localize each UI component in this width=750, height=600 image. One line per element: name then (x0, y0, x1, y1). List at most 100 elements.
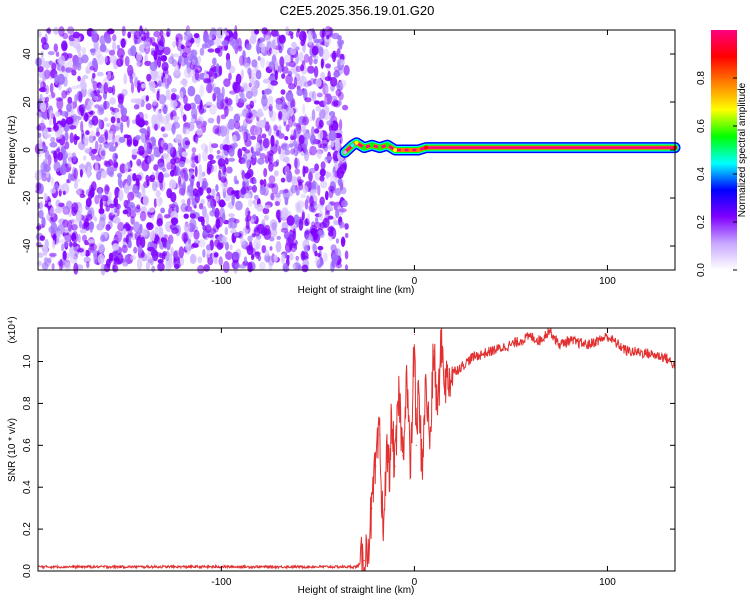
spectrogram-cell (307, 213, 311, 223)
spectrogram-cell (334, 140, 341, 151)
spectrogram-cell (54, 73, 59, 86)
spectrogram-cell (302, 185, 309, 194)
spectrogram-cell (112, 243, 120, 251)
spectrogram-cell (133, 246, 138, 254)
spectrogram-cell (108, 145, 117, 152)
spectrogram-cell (39, 81, 44, 88)
spectrogram-cell (263, 214, 269, 221)
spectrogram-cell (42, 145, 48, 151)
spectrogram-cell (98, 136, 105, 144)
spectrogram-cell (221, 236, 228, 243)
spectrogram-cell (297, 264, 302, 270)
y-tick-label: 20 (22, 96, 33, 108)
spectrogram-cell (124, 56, 130, 67)
spectrogram-cell (104, 184, 110, 195)
spectrogram-cell (144, 60, 152, 67)
spectrogram-cell (136, 52, 143, 62)
spectrogram-cell (333, 66, 342, 72)
spectrogram-cell (311, 126, 315, 137)
spectrogram-cell (145, 95, 149, 102)
spectrogram-cell (152, 99, 157, 106)
spectrogram-cell (106, 123, 111, 127)
snr-data-point (371, 507, 373, 509)
spectrogram-cell (328, 115, 335, 121)
spectrogram-cell (195, 136, 199, 145)
spectrogram-cell (90, 91, 95, 98)
spectrogram-cell (213, 86, 221, 95)
spectrogram-cell (300, 64, 305, 72)
spectrogram-cell (306, 195, 310, 204)
spectrogram-cell (43, 256, 48, 263)
snr-data-point (298, 566, 300, 568)
spectrogram-cell (145, 103, 152, 111)
spectrogram-cell (171, 162, 177, 173)
spectrogram-cell (166, 240, 171, 251)
spectrogram-cell (104, 55, 108, 64)
spectrogram-cell (53, 124, 59, 131)
spectrogram-cell (241, 93, 246, 100)
spectrogram-cell (73, 133, 78, 146)
spectrogram-cell (286, 144, 290, 152)
spectrogram-cell (67, 209, 73, 218)
spectrogram-cell (335, 238, 339, 244)
spectrogram-cell (220, 114, 227, 120)
spectrogram-cell (91, 148, 97, 154)
spectrogram-cell (71, 69, 77, 76)
spectrogram-cell (37, 252, 44, 258)
spectrogram-cell (274, 60, 279, 72)
spectrogram-cell (113, 257, 120, 262)
spectrogram-cell (243, 83, 248, 90)
spectrogram-cell (120, 38, 126, 49)
spectrogram-cell (234, 120, 241, 130)
spectrogram-cell (112, 34, 117, 42)
snr-panel: -100 0 100 0.0 0.2 0.4 0.6 0.8 1.0 Height of st… (7, 316, 676, 596)
spectrogram-cell (64, 90, 70, 96)
spectrogram-cell (280, 89, 286, 95)
spectrogram-cell (113, 207, 118, 214)
spectrogram-cell (272, 161, 279, 168)
spectrogram-cell (111, 85, 116, 96)
spectrogram-cell (313, 58, 318, 65)
spectrogram-cell (127, 226, 134, 231)
spectrogram-cell (187, 184, 194, 194)
spectrogram-cell (181, 78, 188, 86)
spectrogram-cell (117, 103, 123, 109)
spectrogram-cell (126, 174, 132, 187)
spectrogram-cell (281, 73, 286, 79)
spectrogram-cell (191, 147, 197, 153)
spectrogram-cell (261, 245, 267, 254)
spectrogram-cell (58, 202, 65, 208)
spectrogram-cell (144, 120, 149, 126)
spectrogram-cell (156, 217, 163, 227)
spectrogram-cell (156, 108, 162, 120)
spectrogram-cell (255, 69, 262, 80)
spectrogram-cell (273, 254, 278, 263)
spectrogram-cell (49, 188, 57, 194)
spectrogram-cell (49, 216, 54, 224)
colorbar-label: Normalized spectral amplitude (737, 82, 748, 217)
spectrogram-cell (114, 107, 121, 120)
spectrogram-cell (132, 185, 140, 194)
spectrogram-cell (278, 34, 286, 44)
spectrogram-cell (212, 124, 220, 135)
spectrogram-cell (107, 142, 114, 147)
snr-data-point (394, 465, 396, 467)
spectrogram-cell (197, 264, 205, 274)
spectrogram-cell (291, 41, 297, 48)
snr-data-point (471, 356, 473, 358)
spectrogram-cell (219, 171, 228, 178)
spectrogram-cell (64, 261, 71, 272)
spectrogram-cell (197, 256, 203, 264)
spectrogram-cell (338, 40, 343, 50)
spectrogram-cell (233, 218, 240, 224)
spectrogram-cell (303, 53, 310, 64)
spectrogram-cell (205, 244, 212, 251)
spectrogram-cell (96, 171, 102, 181)
y-tick-label: 1.0 (22, 354, 33, 368)
spectrogram-cell (64, 131, 69, 142)
spectrogram-cell (146, 73, 152, 82)
snr-data-point (462, 365, 464, 367)
spectrogram-cell (270, 193, 275, 201)
spectrogram-cell (137, 244, 143, 255)
snr-data-point (375, 465, 377, 467)
